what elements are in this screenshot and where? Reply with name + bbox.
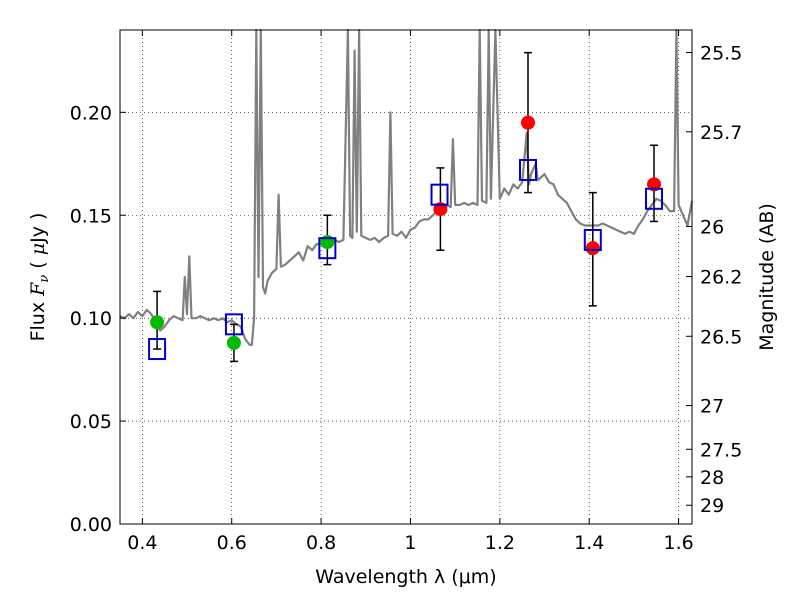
x-tick-label: 1.4: [574, 532, 604, 554]
mag-tick-label: 26.5: [700, 326, 742, 348]
grid: [120, 30, 692, 525]
axis-layer: 0.4 0.6 0.8 1 1.2 1.4 1.6 0.00 0.05 0.10 0.15 0.20 2…: [70, 30, 742, 554]
model-square: [148, 338, 167, 361]
model-square: [518, 158, 537, 181]
y-axis-label-open: (: [27, 255, 49, 275]
mag-tick-label: 27.5: [700, 439, 742, 461]
mag-tick-label: 28: [700, 467, 724, 489]
y-axis-label: Flux Fν ( μJy ): [27, 213, 52, 342]
x-tick-label: 1.2: [485, 532, 515, 554]
mag-tick-label: 27: [700, 396, 724, 418]
spectrum-layer: [119, 28, 694, 346]
model-square: [318, 237, 337, 260]
x-axis-label: Wavelength λ (μm): [315, 566, 496, 588]
y-axis-label-unit: Jy ): [27, 213, 49, 244]
y-tick-label: 0.15: [70, 205, 112, 227]
y-tick-label: 0.10: [70, 308, 112, 330]
x-tick-label: 1: [404, 532, 416, 554]
y-axis-label-symbol: F: [27, 282, 49, 297]
x-tick-label: 0.6: [217, 532, 247, 554]
spectrum-line: [119, 28, 694, 346]
mag-tick-label: 26: [700, 216, 724, 238]
plot-frame: [119, 29, 693, 525]
marker-layer: [148, 115, 664, 361]
x-tick-label: 0.8: [306, 532, 336, 554]
data-point: [226, 335, 241, 350]
y-tick-label: 0.00: [70, 514, 112, 536]
data-point: [150, 315, 165, 330]
y2-axis-label: Magnitude (AB): [756, 203, 778, 351]
x-tick-label: 0.4: [127, 532, 157, 554]
data-point: [585, 241, 600, 256]
y-tick-label: 0.05: [70, 411, 112, 433]
model-square: [583, 228, 602, 251]
model-square: [645, 187, 664, 210]
y-axis-label-subscript: ν: [37, 275, 52, 283]
data-point: [520, 115, 535, 130]
y-axis-label-mu: μ: [27, 243, 49, 255]
mag-tick-label: 26.2: [700, 267, 742, 289]
model-square: [430, 183, 449, 206]
data-point: [320, 235, 335, 250]
mag-tick-label: 25.7: [700, 122, 742, 144]
mag-tick-label: 25.5: [700, 42, 742, 64]
mag-tick-label: 29: [700, 495, 724, 517]
y-tick-label: 0.20: [70, 102, 112, 124]
y-axis-label-prefix: Flux: [27, 296, 49, 342]
model-square: [224, 313, 243, 336]
x-tick-label: 1.6: [663, 532, 693, 554]
